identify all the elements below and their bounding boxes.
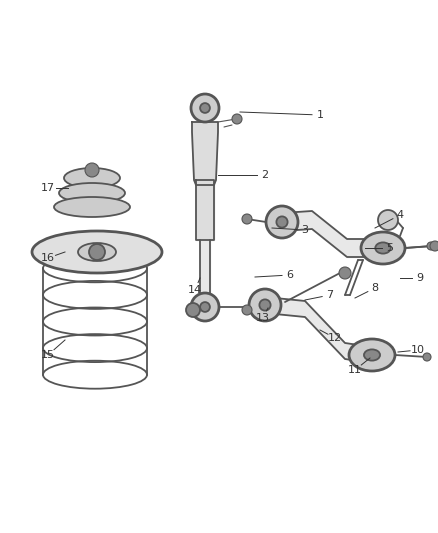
- Ellipse shape: [200, 302, 210, 312]
- Circle shape: [378, 210, 398, 230]
- Ellipse shape: [54, 197, 130, 217]
- Polygon shape: [305, 301, 345, 359]
- Text: 4: 4: [396, 210, 403, 220]
- Ellipse shape: [191, 293, 219, 321]
- Circle shape: [423, 353, 431, 361]
- Text: 9: 9: [417, 273, 424, 283]
- Text: 14: 14: [188, 285, 202, 295]
- Circle shape: [339, 267, 351, 279]
- Circle shape: [232, 114, 242, 124]
- Ellipse shape: [361, 232, 405, 264]
- Polygon shape: [345, 343, 372, 363]
- Ellipse shape: [59, 183, 125, 203]
- Circle shape: [242, 214, 252, 224]
- Circle shape: [427, 242, 435, 250]
- Text: 16: 16: [41, 253, 55, 263]
- Text: 11: 11: [348, 365, 362, 375]
- Text: 17: 17: [41, 183, 55, 193]
- Polygon shape: [265, 297, 305, 317]
- Ellipse shape: [364, 350, 380, 361]
- Polygon shape: [200, 240, 210, 295]
- Circle shape: [89, 244, 105, 260]
- Polygon shape: [282, 211, 312, 231]
- Circle shape: [430, 241, 438, 251]
- Circle shape: [186, 303, 200, 317]
- Text: 15: 15: [41, 350, 55, 360]
- Text: 13: 13: [256, 313, 270, 323]
- Ellipse shape: [32, 231, 162, 273]
- Text: 8: 8: [371, 283, 378, 293]
- Text: 3: 3: [301, 225, 308, 235]
- Circle shape: [85, 163, 99, 177]
- Circle shape: [242, 305, 252, 315]
- Ellipse shape: [78, 243, 116, 261]
- Polygon shape: [196, 180, 214, 240]
- Ellipse shape: [349, 339, 395, 371]
- Text: 5: 5: [386, 243, 393, 253]
- Ellipse shape: [375, 243, 391, 254]
- Polygon shape: [192, 122, 218, 185]
- Text: 12: 12: [328, 333, 342, 343]
- Polygon shape: [347, 239, 383, 257]
- Text: 6: 6: [286, 270, 293, 280]
- Text: 10: 10: [411, 345, 425, 355]
- Text: 7: 7: [326, 290, 334, 300]
- Circle shape: [243, 215, 251, 223]
- Ellipse shape: [191, 94, 219, 122]
- Ellipse shape: [276, 216, 288, 228]
- Text: 1: 1: [317, 110, 324, 120]
- Circle shape: [253, 302, 263, 312]
- Ellipse shape: [266, 206, 298, 238]
- Ellipse shape: [249, 289, 281, 321]
- Ellipse shape: [200, 103, 210, 113]
- Ellipse shape: [64, 168, 120, 188]
- Ellipse shape: [259, 300, 271, 311]
- Text: 2: 2: [261, 170, 268, 180]
- Polygon shape: [312, 211, 347, 257]
